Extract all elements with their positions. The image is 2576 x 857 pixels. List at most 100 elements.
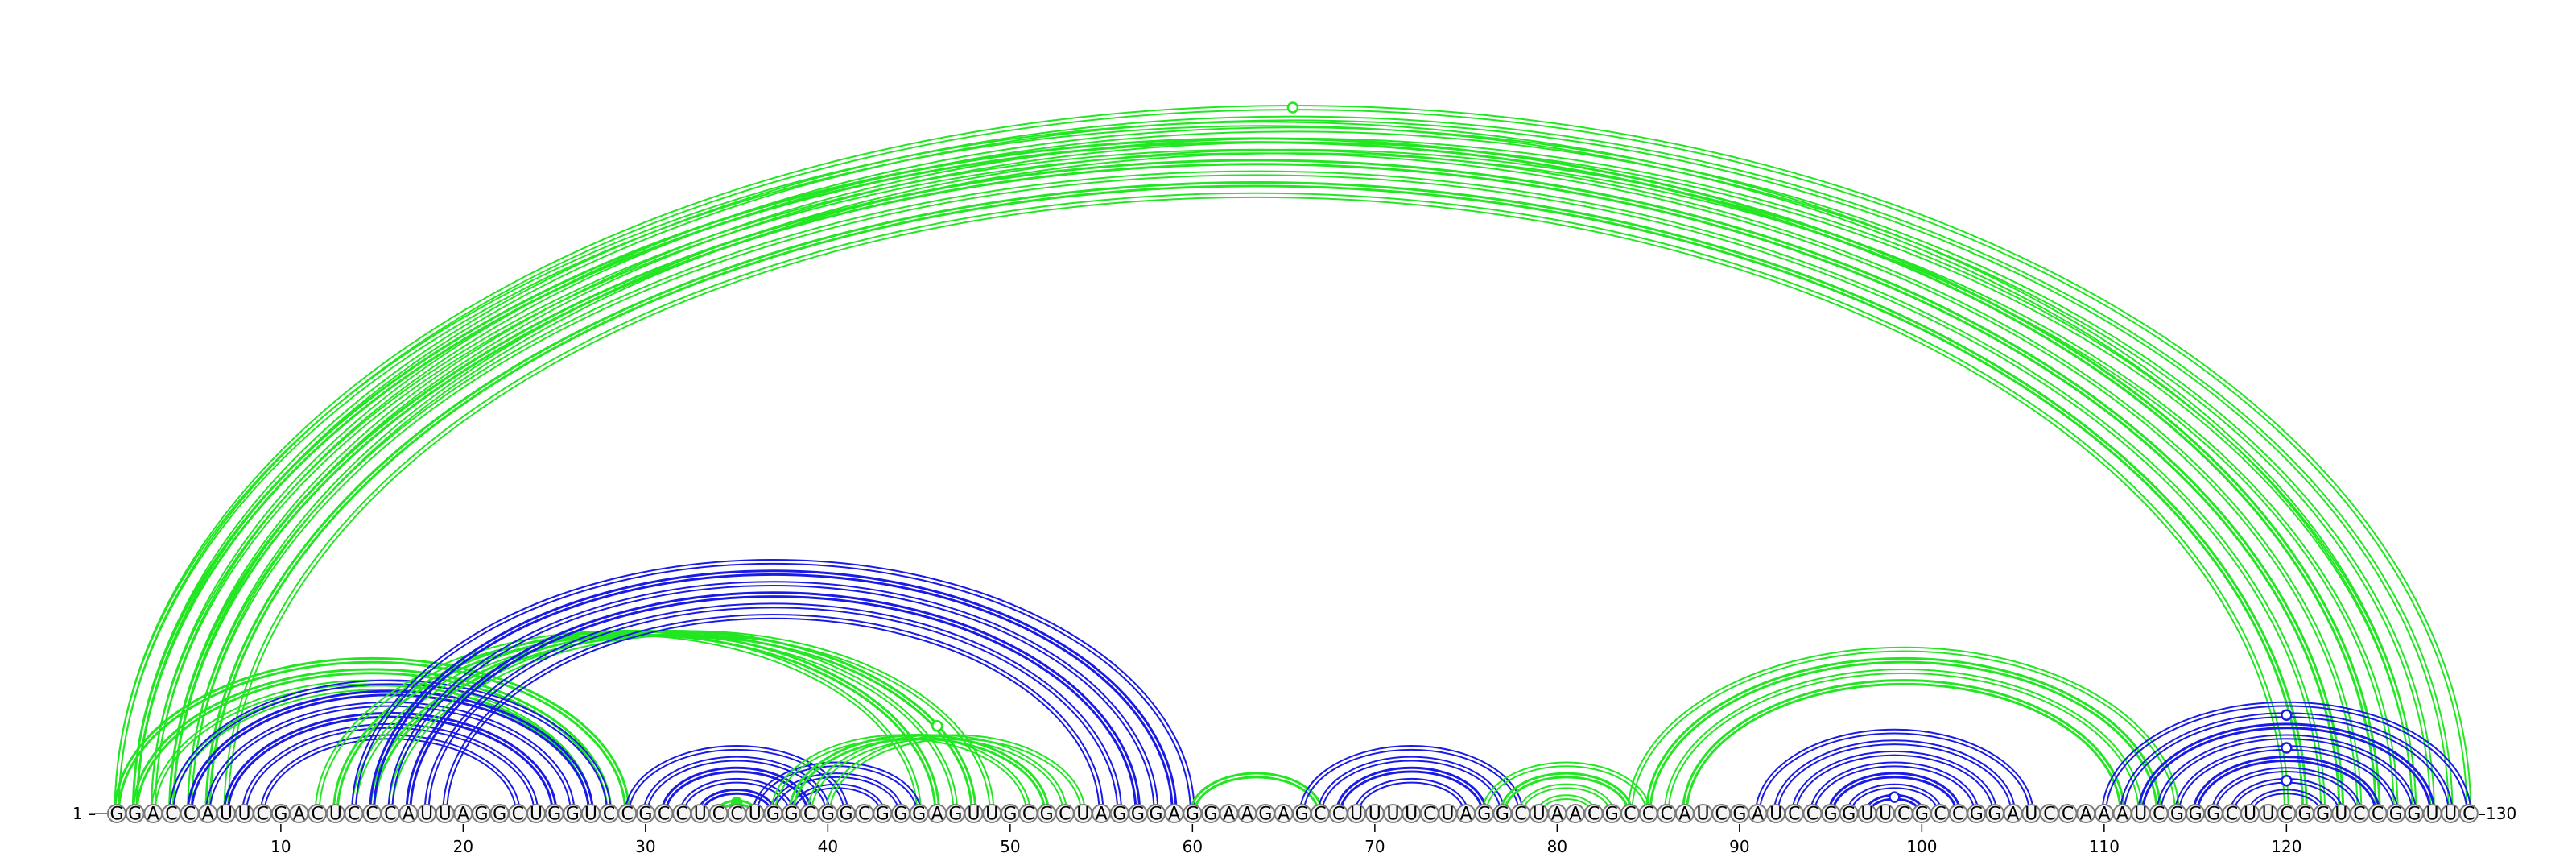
svg-text:A: A [457,805,469,825]
tick-80: 80 [1547,824,1567,856]
svg-text:120: 120 [2271,837,2301,856]
nucleotide-75: A [1456,804,1476,825]
svg-text:U: U [1405,805,1418,825]
base-pair-arc-78-83 [1517,783,1615,814]
nucleotide-64: G [1255,804,1275,825]
nucleotide-114: G [2167,804,2187,825]
svg-text:A: A [1569,805,1581,825]
svg-text:50: 50 [1000,837,1020,856]
nucleotide-77: G [1492,804,1513,825]
svg-text:C: C [512,805,524,825]
nucleotide-87: A [1674,804,1695,825]
nucleotide-79: U [1529,804,1549,825]
svg-text:C: C [1806,805,1818,825]
nucleotide-44: G [890,804,910,825]
svg-text:C: C [2462,805,2475,825]
nucleotide-119: U [2258,804,2278,825]
nucleotide-94: C [1802,804,1823,825]
nucleotide-8: U [234,804,254,825]
nucleotide-107: C [2039,804,2059,825]
svg-text:U: U [1696,805,1709,825]
nucleotide-70: U [1364,804,1385,825]
arc-marker-114-126 [2281,742,2293,754]
nucleotide-55: A [1092,804,1112,825]
base-pair-arc-92-105 [1773,739,2016,814]
nucleotide-67: C [1310,804,1330,825]
svg-text:U: U [2334,805,2347,825]
base-pair-arc-60-67 [1189,772,1323,814]
nucleotide-89: C [1711,804,1732,825]
nucleotide-92: U [1766,804,1786,825]
svg-text:C: C [712,805,724,825]
svg-text:U: U [1441,805,1454,825]
nucleotide-61: G [1201,804,1220,825]
nucleotide-60: G [1183,804,1203,825]
svg-text:U: U [2444,805,2457,825]
svg-text:G: G [1203,805,1217,825]
svg-text:U: U [439,805,452,825]
svg-text:C: C [1332,805,1344,825]
svg-text:U: U [749,805,762,825]
nucleotide-130: C [2458,804,2479,825]
svg-text:G: G [785,805,799,825]
svg-text:90: 90 [1729,837,1749,856]
nucleotide-124: C [2349,804,2369,825]
base-pair-arc-18-56 [423,602,1123,814]
base-pair-arc-96-101 [1846,783,1943,814]
svg-text:G: G [912,805,926,825]
svg-text:G: G [1295,805,1309,825]
nucleotide-54: U [1073,804,1093,825]
nucleotide-7: U [216,804,236,825]
tick-120: 120 [2271,824,2301,856]
nucleotide-52: G [1037,804,1057,825]
nucleotide-4: C [161,804,181,825]
svg-text:U: U [1350,805,1363,825]
base-pair-arc-113-127 [2156,734,2417,814]
tick-40: 40 [818,824,838,856]
nucleotide-69: U [1347,804,1367,825]
nucleotide-123: U [2331,804,2351,825]
svg-text:A: A [931,805,943,825]
tick-90: 90 [1729,824,1750,856]
base-pair-arc-116-124 [2211,767,2363,814]
svg-text:U: U [1533,805,1546,825]
svg-text:C: C [1934,805,1946,825]
nucleotide-105: A [2003,804,2023,825]
svg-text:A: A [293,805,305,825]
svg-text:C: C [1314,805,1326,825]
svg-text:A: A [2080,805,2092,825]
arc-marker-111-129 [2281,709,2293,721]
base-pair-arc-16-49 [387,630,995,814]
svg-text:U: U [694,805,707,825]
nucleotide-15: C [362,804,382,825]
svg-text:C: C [1624,805,1636,825]
nucleotide-88: U [1693,804,1713,825]
nucleotide-103: G [1967,804,1987,825]
svg-text:G: G [1040,805,1054,825]
nucleotide-63: A [1237,804,1257,825]
svg-text:G: G [1732,805,1746,825]
nucleotide-95: G [1821,804,1841,825]
nucleotide-43: G [873,804,893,825]
nucleotide-120: C [2277,804,2297,825]
nucleotide-32: C [672,804,692,825]
nucleotide-128: U [2422,804,2442,825]
svg-text:G: G [876,805,890,825]
svg-text:A: A [1241,805,1253,825]
svg-text:G: G [1824,805,1838,825]
svg-text:C: C [2153,805,2165,825]
nucleotide-56: G [1109,804,1129,825]
svg-text:U: U [2025,805,2037,825]
base-pair-arc-17-57 [405,591,1141,814]
base-pair-arc-91-106 [1755,728,2034,814]
nucleotide-2: G [125,804,145,825]
nucleotide-50: G [1000,804,1020,825]
base-pair-arc-7-120 [225,193,2289,814]
svg-text:U: U [2425,805,2438,825]
svg-text:C: C [1788,805,1800,825]
nucleotide-62: A [1219,804,1239,825]
arc-markers [730,101,2293,809]
svg-text:C: C [2043,805,2055,825]
nucleotide-98: U [1876,804,1896,825]
